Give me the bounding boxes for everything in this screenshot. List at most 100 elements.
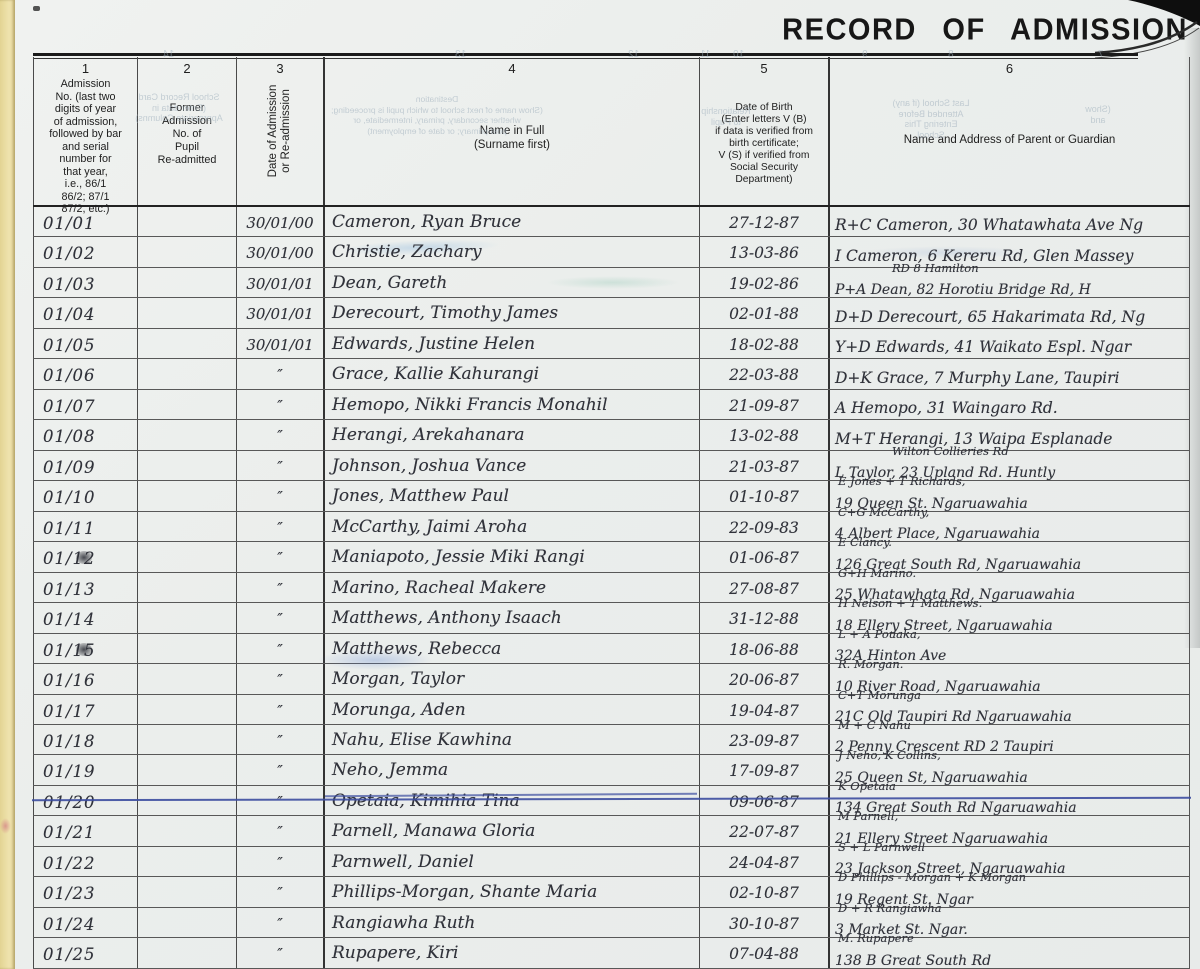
admission-no-cell: 01/03	[33, 267, 138, 298]
former-no-cell	[138, 420, 237, 450]
parent-cell: R. Morgan. 10 River Road, Ngaruawahia	[830, 657, 1190, 695]
parent-cell: M+T Herangi, 13 Waipa Esplanade	[830, 420, 1190, 450]
parent-name-line: C+T Morunga	[838, 687, 921, 702]
name-cell: Dean, Gareth	[325, 267, 700, 298]
former-no-cell	[138, 603, 237, 633]
parent-address-line: 19 Queen St. Ngaruawahia	[835, 495, 1028, 512]
table-row: 01/09 ″ Johnson, Joshua Vance 21-03-87 Wilto…	[33, 444, 1190, 482]
former-no-cell	[138, 450, 237, 481]
former-no-cell	[138, 328, 237, 359]
scan-artifact-dot	[33, 6, 40, 11]
table-row: 01/13 ″ Marino, Racheal Makere 27-08-87 G+H …	[33, 566, 1190, 604]
dob-cell: 21-03-87	[700, 450, 830, 481]
table-row: 01/17 ″ Morunga, Aden 19-04-87 C+T Morunga 21…	[33, 688, 1190, 725]
former-no-cell	[138, 511, 237, 542]
header-text-vertical: Date of Admission or Re-admission	[267, 84, 292, 178]
header-name: 4 Name in Full (Surname first)	[325, 57, 700, 205]
table-row: 01/02 30/01/00 Christie, Zachary 13-03-86 I …	[33, 237, 1190, 268]
parent-address-line: R+C Cameron, 30 Whatawhata Ave Ng	[835, 216, 1144, 235]
parent-name-line: Wilton Collieries Rd	[892, 443, 1009, 458]
name-cell: Morunga, Aden	[325, 694, 700, 724]
dob-cell: 17-09-87	[700, 755, 830, 785]
parent-cell: J Neho, K Collins, 25 Queen St, Ngaruawah…	[830, 748, 1190, 786]
name-cell: Opetaia, Kimihia Tina	[325, 785, 700, 816]
admission-no-cell: 01/06	[33, 359, 138, 389]
admission-date-cell: 30/01/01	[237, 328, 325, 359]
admission-no-cell: 01/17	[33, 694, 138, 724]
parent-cell: M Parnell, 21 Ellery Street Ngaruawahia	[830, 809, 1190, 847]
parent-cell: D+K Grace, 7 Murphy Lane, Taupiri	[830, 359, 1190, 389]
table-row: 01/15 ″ Matthews, Rebecca 18-06-88 L + A Pou…	[33, 627, 1190, 665]
table-top-rule-thin	[33, 58, 1138, 59]
name-cell: Jones, Matthew Paul	[325, 481, 700, 511]
parent-cell: M + C Nahu 2 Penny Crescent RD 2 Taupiri	[830, 718, 1190, 755]
parent-cell: M. Rupapere 138 B Great South Rd	[830, 931, 1190, 969]
parent-address-line: 4 Albert Place, Ngaruawahia	[835, 526, 1041, 543]
header-text: Former Admission No. of Pupil Re-admitted	[157, 102, 217, 166]
admission-date-cell: ″	[237, 511, 325, 542]
admission-no-cell: 01/13	[33, 572, 138, 603]
admission-date-cell: 30/01/01	[237, 267, 325, 298]
parent-address-line: 138 B Great South Rd	[835, 952, 992, 969]
former-no-cell	[138, 907, 237, 938]
header-admission-date: 3 Date of Admission or Re-admission	[237, 57, 325, 205]
name-cell: Edwards, Justine Helen	[325, 328, 700, 359]
dob-cell: 01-06-87	[700, 542, 830, 572]
table-row: 01/07 ″ Hemopo, Nikki Francis Monahil 21-09…	[33, 389, 1190, 421]
parent-cell: L + A Pouaka, 32A Hinton Ave	[830, 627, 1190, 664]
former-no-cell	[138, 664, 237, 694]
admission-date-cell: ″	[237, 877, 325, 907]
name-cell: Johnson, Joshua Vance	[325, 450, 700, 481]
table-row: 01/20 ″ Opetaia, Kimihia Tina 09-06-87 K Ope…	[31, 779, 1192, 817]
header-former-no: 2 Former Admission No. of Pupil Re-admitted	[138, 57, 237, 205]
former-no-cell	[138, 877, 237, 907]
parent-address-line: P+A Dean, 82 Horotiu Bridge Rd, H	[835, 282, 1091, 299]
admission-date-cell: ″	[237, 694, 325, 724]
admission-no-cell: 01/01	[33, 207, 138, 237]
parent-name-line: S + L Parnwell	[838, 839, 926, 854]
admission-no-cell: 01/24	[33, 907, 138, 938]
dob-cell: 20-06-87	[700, 664, 830, 694]
parent-address-line: D+K Grace, 7 Murphy Lane, Taupiri	[835, 368, 1120, 387]
name-cell: Grace, Kallie Kahurangi	[325, 359, 700, 389]
admission-no-cell: 01/04	[33, 298, 138, 328]
admission-no-cell: 01/21	[33, 816, 138, 846]
admission-no-cell: 01/22	[33, 846, 138, 877]
parent-name-line: C+G McCarthy,	[838, 504, 930, 519]
admission-date-cell: ″	[237, 572, 325, 603]
parent-cell: Y+D Edwards, 41 Waikato Espl. Ngar	[830, 328, 1190, 359]
admission-no-cell: 01/23	[33, 877, 138, 907]
parent-address-line: 21 Ellery Street Ngaruawahia	[835, 830, 1049, 847]
table-row: 01/14 ″ Matthews, Anthony Isaach 31-12-88 H …	[33, 596, 1190, 634]
admission-date-cell: ″	[237, 785, 325, 816]
name-cell: Hemopo, Nikki Francis Monahil	[325, 389, 700, 420]
dob-cell: 22-07-87	[700, 816, 830, 846]
former-no-cell	[138, 572, 237, 603]
parent-cell: E Clancy. 126 Great South Rd, Ngaruawahia	[830, 535, 1190, 573]
parent-address-line: 19 Regent St. Ngar	[835, 891, 973, 908]
admission-table: 1 Admission No. (last two digits of year of…	[31, 53, 1192, 969]
table-row: 01/19 ″ Neho, Jemma 17-09-87 J Neho, K Colli…	[33, 748, 1190, 786]
table-row: 01/22 ″ Parnwell, Daniel 24-04-87 S + L Parn…	[33, 840, 1190, 878]
admission-no-cell: 01/25	[33, 938, 138, 968]
parent-name-line: D Phillips - Morgan + K Morgan	[838, 870, 1027, 885]
former-no-cell	[138, 633, 237, 664]
name-cell: Morgan, Taylor	[325, 664, 700, 694]
name-cell: Matthews, Rebecca	[325, 633, 700, 664]
dob-cell: 18-02-88	[700, 328, 830, 359]
admission-date-cell: ″	[237, 603, 325, 633]
admission-date-cell: 30/01/01	[237, 298, 325, 328]
parent-address-line: 23 Jackson Street, Ngaruawahia	[835, 861, 1066, 878]
parent-cell: H Nelson + T Matthews. 18 Ellery Street, …	[830, 596, 1190, 634]
dob-cell: 22-03-88	[700, 359, 830, 389]
admission-no-cell: 01/08	[33, 420, 138, 450]
former-no-cell	[138, 846, 237, 877]
admission-no-cell: 01/11	[33, 511, 138, 542]
name-cell: Parnwell, Daniel	[325, 846, 700, 877]
parent-name-line: K Opetaia	[838, 778, 896, 793]
name-cell: Herangi, Arekahanara	[325, 420, 700, 450]
header-text: Date of Birth (Enter letters V (B) if data…	[715, 102, 813, 185]
header-text: Admission No. (last two digits of year of a…	[49, 78, 122, 215]
dob-cell: 18-06-88	[700, 633, 830, 664]
parent-name-line: H Nelson + T Matthews.	[838, 596, 983, 611]
